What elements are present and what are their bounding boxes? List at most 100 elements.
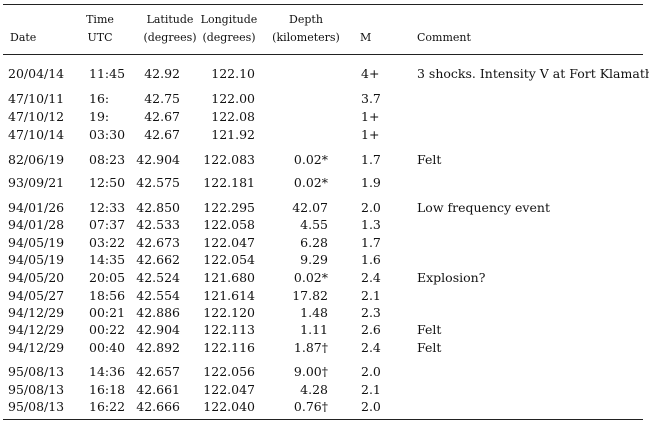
header-depth-line2: (kilometers) (272, 31, 340, 44)
cell-time: 14:36 (89, 364, 126, 379)
cell-date: 94/12/29 (8, 322, 65, 337)
cell-time: 00:40 (89, 340, 126, 355)
cell-time: 16: (89, 91, 110, 106)
header-date: Date (10, 31, 37, 44)
cell-date: 47/10/12 (8, 109, 65, 124)
cell-magnitude: 1.7 (361, 235, 381, 250)
cell-magnitude: 1.3 (361, 217, 381, 232)
cell-time: 18:56 (89, 288, 126, 303)
cell-latitude: 42.533 (136, 217, 180, 232)
cell-depth: 1.11 (300, 322, 328, 337)
cell-time: 12:50 (89, 175, 126, 190)
cell-depth: 4.55 (300, 217, 328, 232)
cell-time: 00:22 (89, 322, 126, 337)
cell-date: 94/05/20 (8, 270, 65, 285)
cell-latitude: 42.75 (144, 91, 180, 106)
cell-longitude: 122.116 (203, 340, 255, 355)
cell-time: 00:21 (89, 305, 126, 320)
cell-longitude: 122.040 (203, 399, 255, 414)
header-magnitude: M (360, 31, 372, 44)
cell-magnitude: 4+ (361, 66, 380, 81)
cell-magnitude: 2.3 (361, 305, 381, 320)
cell-latitude: 42.892 (136, 340, 180, 355)
cell-depth: 0.02* (293, 270, 328, 285)
cell-comment: Low frequency event (417, 200, 550, 215)
cell-latitude: 42.886 (136, 305, 180, 320)
cell-longitude: 122.120 (203, 305, 255, 320)
cell-magnitude: 1.7 (361, 152, 381, 167)
cell-longitude: 122.08 (211, 109, 255, 124)
cell-latitude: 42.92 (144, 66, 180, 81)
header-depth-line1: Depth (289, 13, 323, 26)
cell-date: 95/08/13 (8, 364, 65, 379)
cell-comment: Felt (417, 152, 442, 167)
cell-date: 20/04/14 (8, 66, 65, 81)
cell-date: 94/01/26 (8, 200, 65, 215)
cell-time: 03:22 (89, 235, 126, 250)
cell-magnitude: 1.9 (361, 175, 381, 190)
cell-magnitude: 2.4 (361, 270, 381, 285)
cell-comment: Explosion? (417, 270, 486, 285)
cell-time: 03:30 (89, 127, 126, 142)
bottom-rule (3, 419, 643, 420)
cell-magnitude: 1+ (361, 109, 380, 124)
cell-latitude: 42.661 (136, 382, 180, 397)
cell-date: 94/05/27 (8, 288, 65, 303)
cell-time: 16:22 (89, 399, 126, 414)
cell-depth: 17.82 (292, 288, 328, 303)
cell-longitude: 122.047 (203, 382, 255, 397)
cell-depth: 1.87† (293, 340, 328, 355)
cell-time: 12:33 (89, 200, 126, 215)
header-comment: Comment (417, 31, 471, 44)
cell-latitude: 42.673 (136, 235, 180, 250)
cell-magnitude: 1+ (361, 127, 380, 142)
cell-longitude: 122.10 (211, 66, 255, 81)
cell-latitude: 42.657 (136, 364, 180, 379)
cell-magnitude: 2.0 (361, 364, 381, 379)
cell-latitude: 42.662 (136, 252, 180, 267)
cell-longitude: 122.054 (203, 252, 255, 267)
header-latitude-line2: (degrees) (143, 31, 197, 44)
cell-latitude: 42.666 (136, 399, 180, 414)
cell-depth: 1.48 (300, 305, 328, 320)
cell-latitude: 42.904 (136, 152, 180, 167)
cell-magnitude: 1.6 (361, 252, 381, 267)
cell-time: 14:35 (89, 252, 126, 267)
cell-time: 20:05 (89, 270, 126, 285)
cell-date: 94/05/19 (8, 235, 65, 250)
cell-date: 95/08/13 (8, 382, 65, 397)
cell-depth: 42.07 (292, 200, 328, 215)
cell-depth: 0.76† (293, 399, 328, 414)
cell-longitude: 122.047 (203, 235, 255, 250)
cell-comment: Felt (417, 322, 442, 337)
cell-depth: 9.29 (300, 252, 328, 267)
cell-depth: 0.02* (293, 175, 328, 190)
cell-longitude: 122.056 (203, 364, 255, 379)
cell-time: 19: (89, 109, 110, 124)
cell-date: 47/10/11 (8, 91, 65, 106)
cell-date: 82/06/19 (8, 152, 65, 167)
header-longitude-line2: (degrees) (202, 31, 256, 44)
cell-latitude: 42.524 (136, 270, 180, 285)
header-time-line2: UTC (87, 31, 113, 44)
cell-longitude: 122.00 (211, 91, 255, 106)
cell-longitude: 121.92 (211, 127, 255, 142)
cell-magnitude: 2.4 (361, 340, 381, 355)
cell-latitude: 42.575 (136, 175, 180, 190)
cell-depth: 4.28 (300, 382, 328, 397)
header-longitude-line1: Longitude (200, 13, 258, 26)
cell-date: 94/01/28 (8, 217, 65, 232)
cell-depth: 0.02* (293, 152, 328, 167)
cell-magnitude: 2.1 (361, 382, 381, 397)
cell-date: 94/12/29 (8, 340, 65, 355)
cell-latitude: 42.67 (144, 127, 180, 142)
cell-latitude: 42.67 (144, 109, 180, 124)
cell-latitude: 42.850 (136, 200, 180, 215)
cell-latitude: 42.904 (136, 322, 180, 337)
cell-depth: 9.00† (293, 364, 328, 379)
cell-longitude: 122.083 (203, 152, 255, 167)
cell-longitude: 121.680 (203, 270, 255, 285)
cell-time: 07:37 (89, 217, 126, 232)
cell-depth: 6.28 (300, 235, 328, 250)
